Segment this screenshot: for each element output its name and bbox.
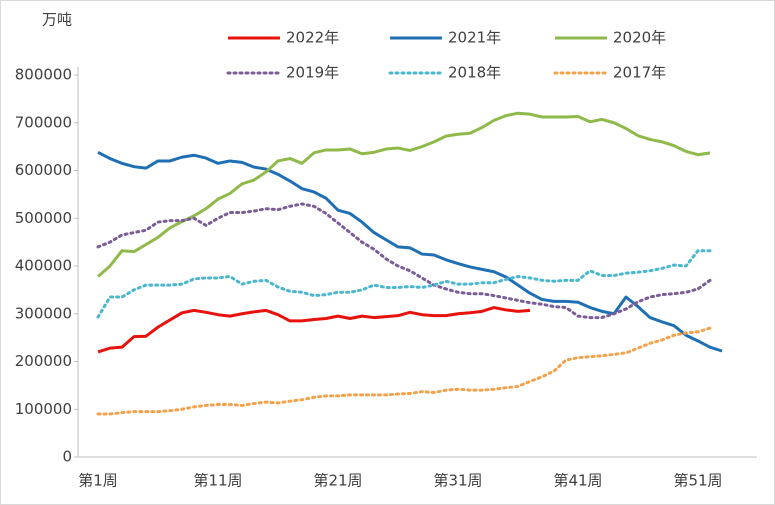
- legend-label: 2017年: [613, 64, 666, 82]
- y-tick-label: 600000: [15, 161, 72, 179]
- data-line: [97, 306, 531, 354]
- legend-label: 2022年: [286, 29, 339, 47]
- legend-label: 2019年: [286, 64, 339, 82]
- y-tick-label: 100000: [15, 400, 72, 418]
- x-tick-label: 第11周: [193, 472, 242, 490]
- y-tick-label: 500000: [15, 209, 72, 227]
- y-tick-label: 400000: [15, 257, 72, 275]
- data-line: [96, 202, 712, 320]
- x-tick-label: 第51周: [673, 472, 722, 490]
- x-tick-label: 第41周: [553, 472, 602, 490]
- data-line: [97, 151, 723, 353]
- x-tick-label: 第21周: [313, 472, 362, 490]
- x-tick-label: 第1周: [78, 472, 118, 490]
- legend-label: 2020年: [613, 29, 666, 47]
- legend-label: 2018年: [448, 64, 501, 82]
- y-tick-label: 700000: [15, 113, 72, 131]
- x-tick-label: 第31周: [433, 472, 482, 490]
- y-tick-label: 800000: [15, 66, 72, 84]
- y-axis-unit: 万吨: [42, 11, 72, 29]
- y-tick-label: 300000: [15, 304, 72, 322]
- data-line: [97, 111, 711, 278]
- data-line: [96, 249, 712, 319]
- legend-label: 2021年: [448, 29, 501, 47]
- data-line: [96, 326, 712, 416]
- y-tick-label: 200000: [15, 352, 72, 370]
- y-tick-label: 0: [62, 448, 72, 466]
